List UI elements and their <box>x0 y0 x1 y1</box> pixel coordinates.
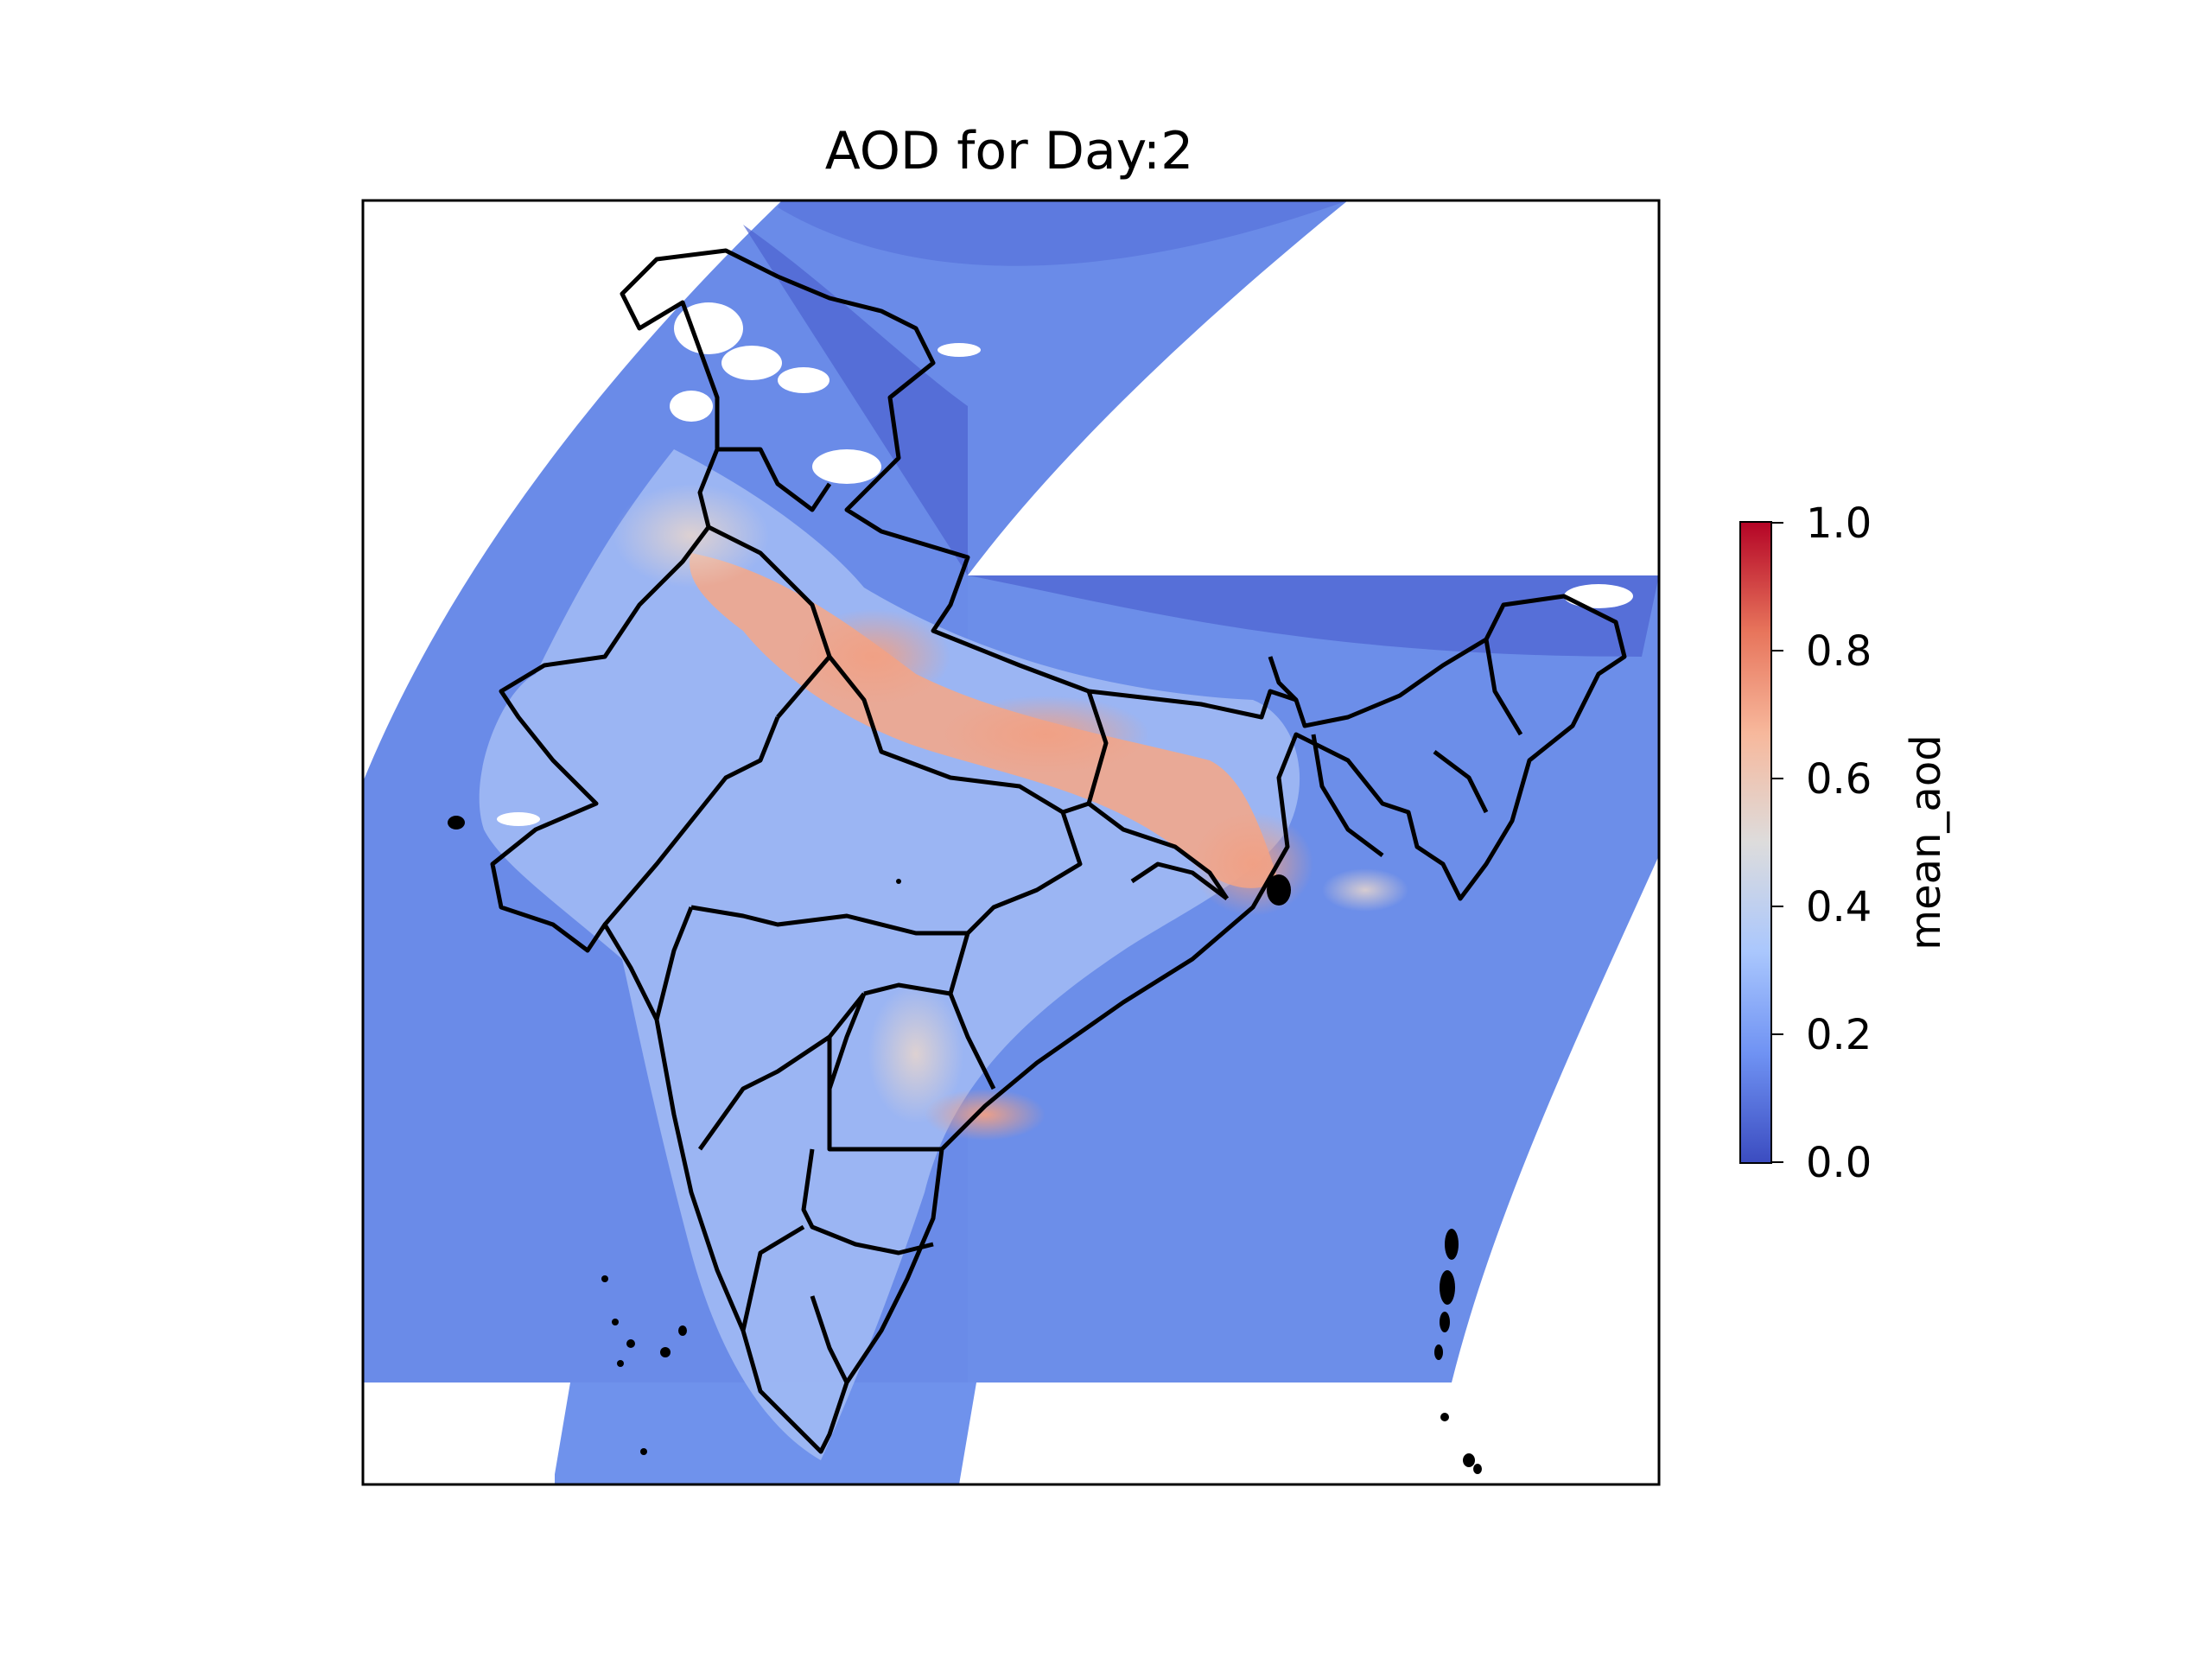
colorbar-tick-label: 1.0 <box>1806 499 1872 548</box>
himalaya-low-aod-band <box>743 225 1659 657</box>
colorbar-tick-label: 0.0 <box>1806 1139 1872 1187</box>
colorbar-tick-label: 0.4 <box>1806 883 1872 931</box>
no-data-patches <box>497 302 1633 826</box>
colorbar: 1.0 0.8 0.6 0.4 0.2 0.0 mean_aod <box>1739 499 1950 1187</box>
colorbar-tick-label: 0.2 <box>1806 1011 1872 1059</box>
map-frame <box>361 199 1661 1486</box>
islands <box>448 816 1482 1474</box>
colorbar-tick-label: 0.8 <box>1806 627 1872 676</box>
map-area <box>363 200 1659 1484</box>
colorbar-ticks <box>1771 522 1783 1163</box>
chart-title: AOD for Day:2 <box>825 121 1194 181</box>
colorbar-gradient <box>1739 521 1772 1164</box>
india-boundaries <box>490 248 1627 1454</box>
colorbar-label: mean_aod <box>1902 734 1950 950</box>
colorbar-tick-label: 0.6 <box>1806 755 1872 804</box>
